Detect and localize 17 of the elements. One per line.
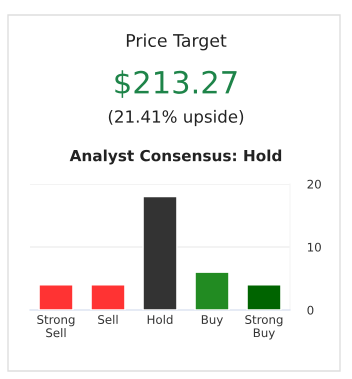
text: (21.41% upside) [108, 110, 244, 126]
y-tick-label: 10 [308, 242, 321, 252]
text: $213.27 [115, 70, 237, 98]
y-tick-label: 0 [307, 306, 314, 315]
y-tick-label: 20 [308, 180, 321, 189]
x-tick-label: Strong Sell [37, 315, 74, 338]
x-tick-label: Strong Buy [245, 315, 282, 340]
bar [246, 284, 282, 310]
x-tick-label: Sell [98, 314, 118, 324]
x-tick-label: Hold [148, 314, 172, 324]
bar [142, 196, 178, 310]
x-tick-label: Buy [202, 315, 223, 326]
chart-title: Price Target [126, 34, 226, 50]
bar [90, 284, 126, 310]
bar [38, 284, 74, 310]
bar [194, 272, 230, 310]
text: Analyst Consensus: Hold [70, 150, 282, 164]
